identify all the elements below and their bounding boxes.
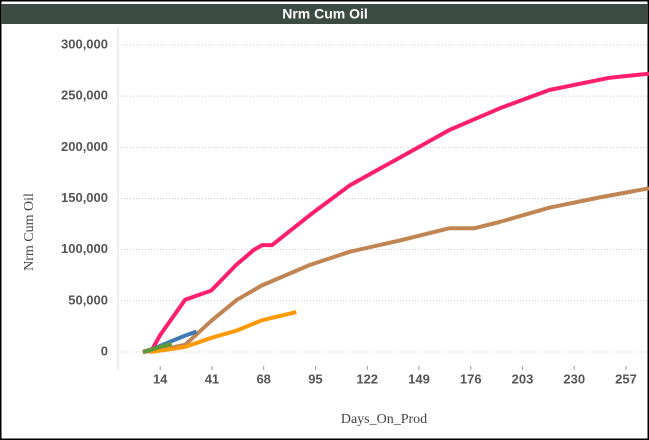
y-tick-label: 300,000 xyxy=(61,36,108,51)
series-line xyxy=(142,341,173,354)
y-tick-label: 250,000 xyxy=(61,88,108,103)
chart-title: Nrm Cum Oil xyxy=(282,6,368,22)
title-bar xyxy=(1,4,648,24)
series-line xyxy=(150,310,297,354)
y-tick-label: 50,000 xyxy=(68,292,108,307)
x-tick-label: 95 xyxy=(308,371,322,386)
x-tick-label: 203 xyxy=(512,371,534,386)
y-axis-title: Nrm Cum Oil xyxy=(22,193,37,271)
y-tick-label: 150,000 xyxy=(61,190,108,205)
x-tick-label: 149 xyxy=(408,371,430,386)
x-axis-title: Days_On_Prod xyxy=(341,412,427,427)
x-tick-label: 122 xyxy=(356,371,378,386)
x-tick-label: 257 xyxy=(615,371,637,386)
x-tick-label: 41 xyxy=(205,371,219,386)
y-tick-label: 100,000 xyxy=(61,241,108,256)
y-tick-label: 200,000 xyxy=(61,139,108,154)
series-line xyxy=(142,71,649,354)
series-line xyxy=(142,186,649,354)
x-tick-label: 68 xyxy=(256,371,270,386)
y-tick-label: 0 xyxy=(101,343,108,358)
x-tick-label: 176 xyxy=(460,371,482,386)
x-tick-label: 230 xyxy=(563,371,585,386)
x-tick-label: 14 xyxy=(153,371,168,386)
